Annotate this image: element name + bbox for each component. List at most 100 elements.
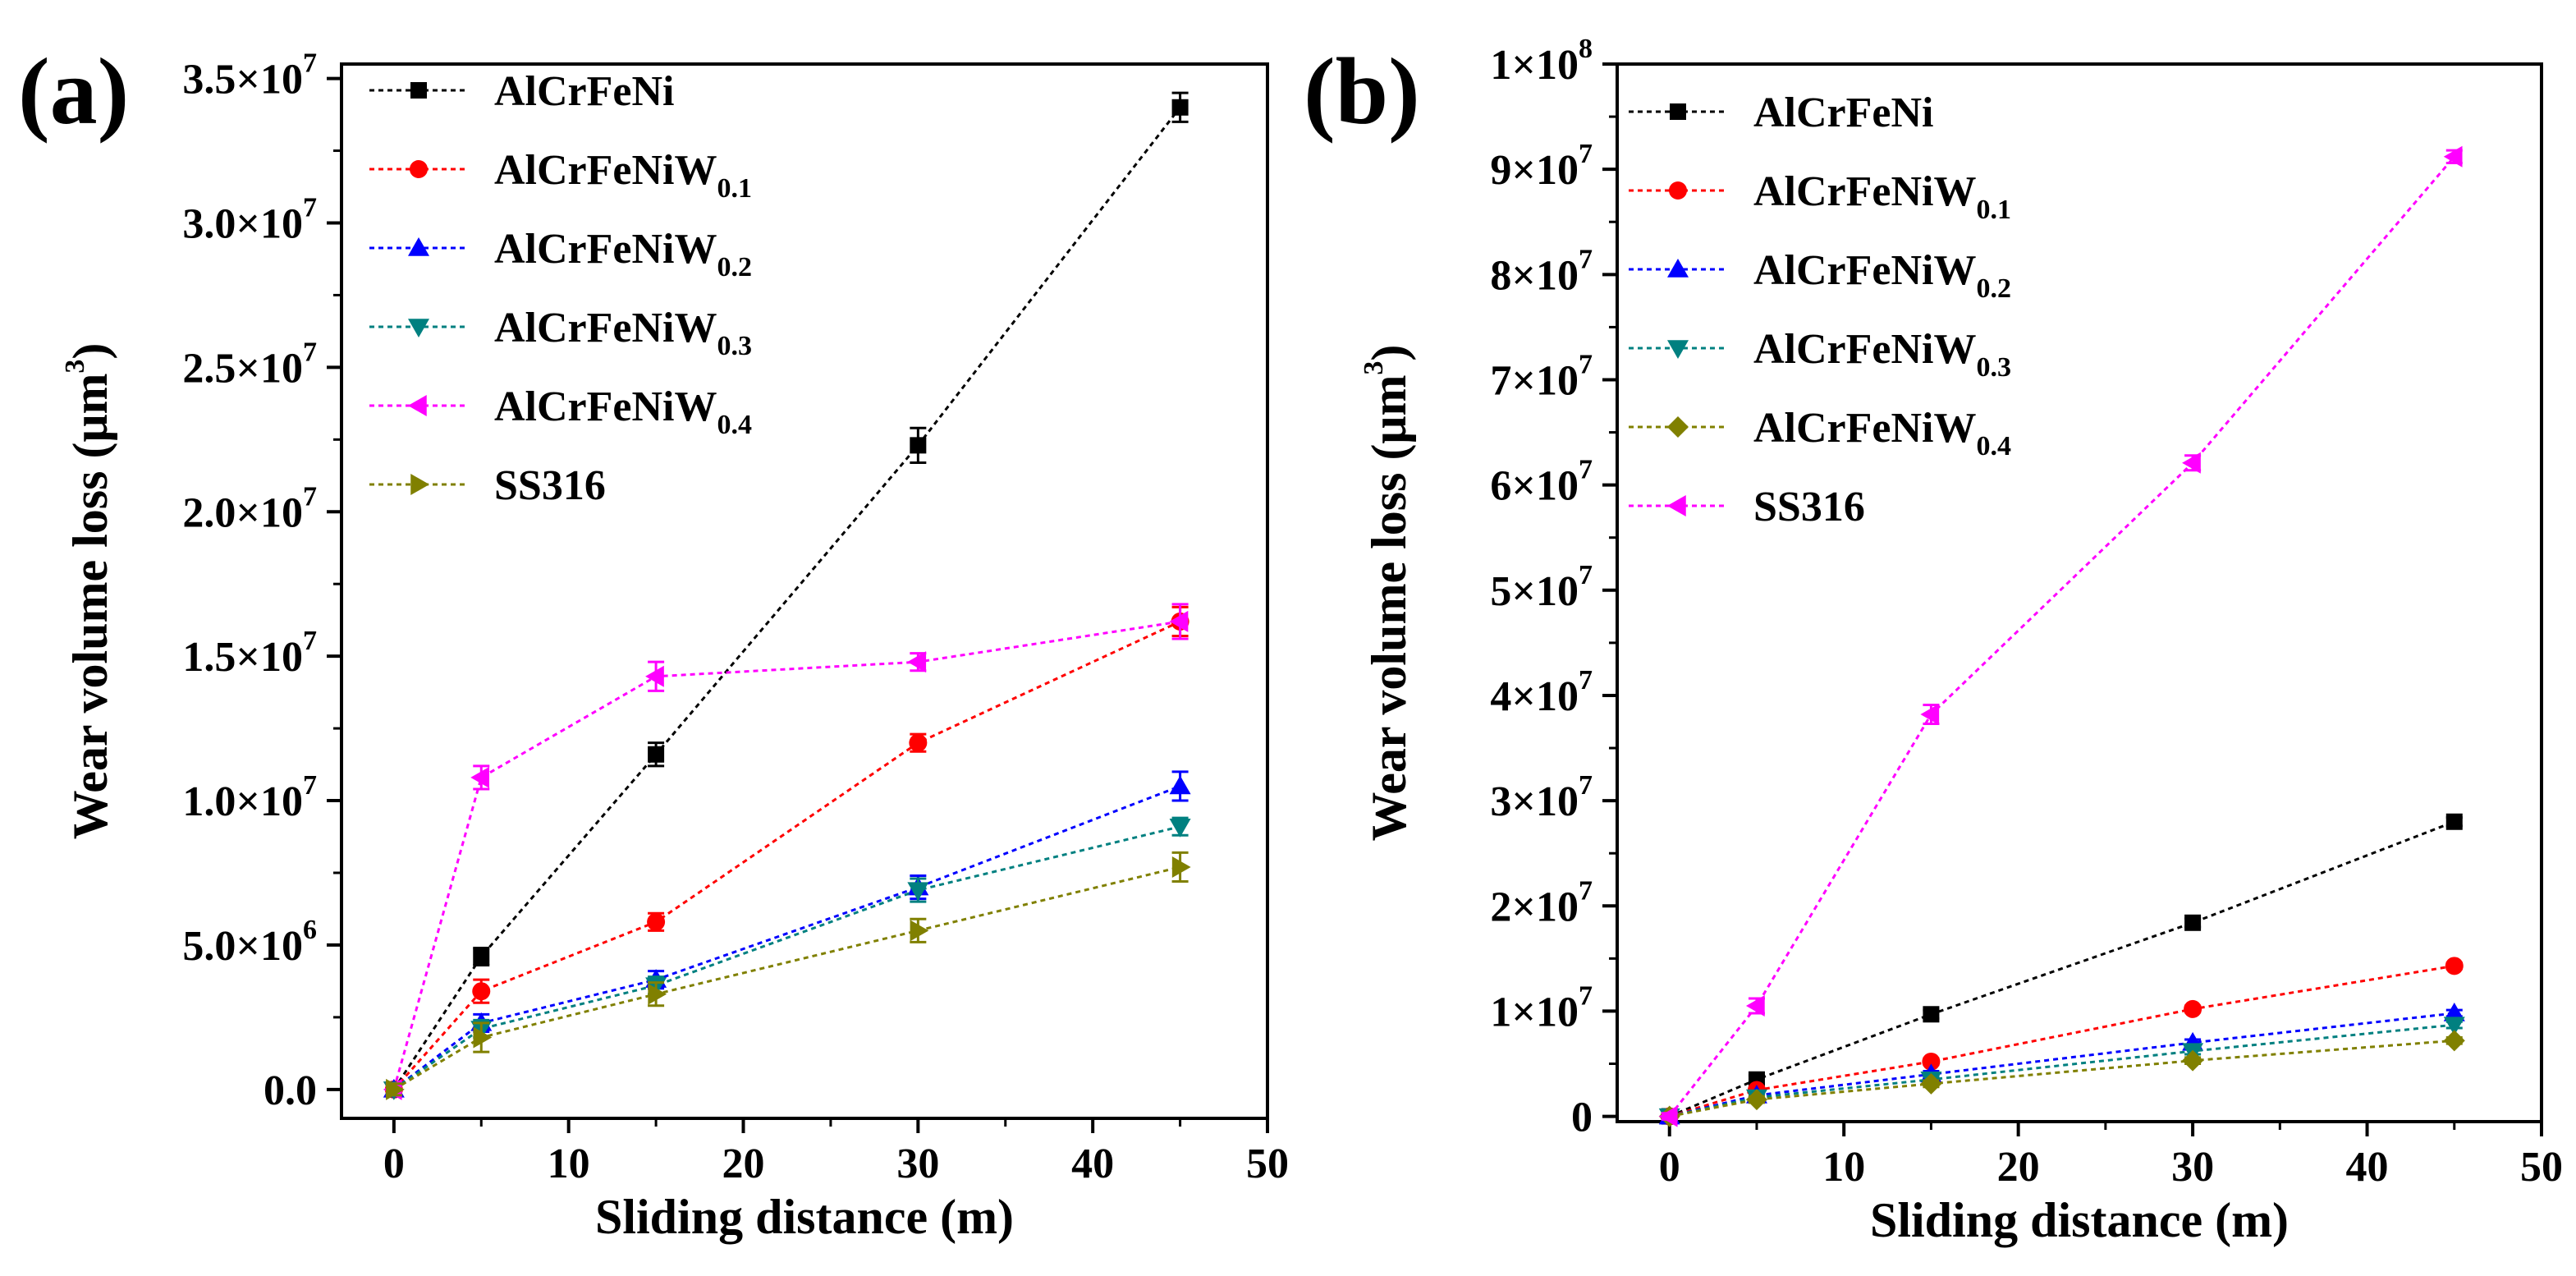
data-point: [2182, 452, 2201, 474]
data-point: [2445, 813, 2463, 830]
legend-marker: [1667, 495, 1686, 516]
x-tick-label: 10: [1822, 1144, 1865, 1191]
series-line: [1669, 1023, 2455, 1118]
chart-panel-b: (b)0 10 20 30 40 5001×1072×1073×1074×1075×107…: [1304, 34, 2563, 1247]
legend-entry-5: SS316: [369, 462, 606, 509]
data-point: [910, 920, 929, 942]
data-point: [2445, 957, 2464, 975]
y-axis-title: Wear volume loss (μm3): [60, 343, 117, 840]
legend-label: AlCrFeNiW0.2: [494, 226, 752, 282]
legend-label-main: AlCrFeNiW: [1753, 168, 1976, 215]
y-tick-label: 9×107: [1490, 139, 1593, 194]
series-line: [1669, 1039, 2455, 1118]
legend-marker: [408, 319, 429, 337]
y-tick-mantissa: 3.5×10: [182, 57, 303, 103]
legend-label-subscript: 0.3: [717, 331, 752, 361]
data-point: [1171, 856, 1191, 878]
x-axis-title: Sliding distance (m): [1870, 1193, 2289, 1247]
legend-label-main: AlCrFeNi: [494, 68, 674, 115]
y-tick-exponent: 7: [303, 626, 317, 656]
data-point: [1923, 1006, 1940, 1023]
y-axis-title-close: ): [63, 343, 117, 360]
legend-label-subscript: 0.2: [717, 252, 752, 282]
y-tick-exponent: 7: [303, 337, 317, 367]
y-axis-title: Wear volume loss (μm3): [1359, 345, 1416, 842]
y-tick-label: 0: [1571, 1095, 1593, 1141]
data-point: [1745, 1089, 1767, 1111]
plot-frame: [340, 62, 1269, 1120]
legend-entry-0: AlCrFeNi: [369, 68, 674, 115]
legend-label-main: AlCrFeNiW: [1753, 405, 1976, 452]
y-tick-label: 1×108: [1490, 34, 1593, 89]
data-point: [2184, 999, 2202, 1018]
data-point: [1169, 610, 1189, 632]
y-tick-mantissa: 3×10: [1490, 778, 1579, 825]
y-axis-title-superscript: 3: [1359, 361, 1389, 375]
y-tick-label: 1.0×107: [182, 770, 317, 825]
data-point: [1745, 995, 1765, 1017]
legend-entry-5: SS316: [1629, 484, 1865, 530]
y-tick-mantissa: 0: [1571, 1095, 1593, 1141]
x-tick-label: 30: [2171, 1144, 2214, 1191]
legend-label: SS316: [494, 462, 606, 509]
y-tick-label: 2×107: [1490, 875, 1593, 930]
data-point: [645, 665, 664, 687]
y-tick-mantissa: 1.5×10: [182, 634, 303, 681]
y-tick-mantissa: 2×10: [1490, 884, 1579, 930]
legend-label: AlCrFeNi: [494, 68, 674, 115]
series-line: [1669, 1012, 2455, 1118]
data-point: [386, 1078, 405, 1100]
y-tick-exponent: 8: [1579, 34, 1593, 64]
y-tick-label: 7×107: [1490, 349, 1593, 404]
x-tick-label: 40: [1071, 1141, 1114, 1187]
y-tick-exponent: 7: [303, 192, 317, 223]
y-tick-label: 2.5×107: [182, 337, 317, 392]
data-point: [2184, 914, 2202, 931]
legend-label-subscript: 0.4: [717, 410, 752, 440]
data-point: [470, 766, 490, 788]
y-axis-title-main: Wear volume loss (μm: [1362, 375, 1416, 842]
legend-marker: [410, 474, 429, 495]
plot-frame: [1616, 62, 2543, 1123]
data-point: [910, 437, 927, 454]
data-point: [2443, 1017, 2465, 1036]
chart-panel-a: (a)0 10 20 30 40 500.05.0×1061.0×1071.5×1072.…: [18, 39, 1289, 1244]
y-tick-label: 8×107: [1490, 244, 1593, 299]
legend-label-main: AlCrFeNiW: [1753, 247, 1976, 294]
legend-entry-2: AlCrFeNiW0.2: [1629, 247, 2011, 304]
series-line: [1668, 155, 2455, 1118]
legend-label: AlCrFeNiW0.4: [494, 383, 752, 440]
legend-label: AlCrFeNiW0.2: [1753, 247, 2011, 304]
y-tick-label: 6×107: [1490, 455, 1593, 510]
y-tick-label: 3.5×107: [182, 48, 317, 103]
y-tick-exponent: 6: [303, 915, 317, 945]
legend-marker: [1667, 340, 1689, 359]
data-point: [1169, 818, 1191, 838]
y-tick-exponent: 7: [1579, 349, 1593, 379]
x-tick-label: 10: [548, 1141, 590, 1187]
y-tick-mantissa: 4×10: [1490, 673, 1579, 720]
data-point: [2182, 1049, 2204, 1072]
series-5: [1658, 145, 2463, 1127]
y-tick-label: 3×107: [1490, 770, 1593, 825]
y-tick-exponent: 7: [1579, 665, 1593, 695]
y-tick-exponent: 7: [303, 770, 317, 801]
x-tick-label: 30: [896, 1141, 939, 1187]
legend-marker: [410, 82, 427, 99]
x-tick-label: 50: [2520, 1144, 2563, 1191]
y-tick-label: 2.0×107: [182, 481, 317, 536]
data-point: [1920, 704, 1940, 726]
data-point: [473, 1026, 493, 1049]
series-5: [385, 851, 1191, 1100]
data-point: [907, 651, 927, 673]
y-axis-title-close: ): [1362, 345, 1416, 361]
y-tick-mantissa: 3.0×10: [182, 200, 303, 247]
y-tick-exponent: 7: [1579, 139, 1593, 169]
legend-label-subscript: 0.1: [717, 173, 752, 204]
legend-label-main: AlCrFeNi: [1753, 90, 1933, 136]
data-point: [647, 912, 666, 931]
legend-entry-1: AlCrFeNiW0.1: [1629, 168, 2011, 225]
series-2: [383, 770, 1191, 1098]
series-1: [1660, 957, 2464, 1126]
